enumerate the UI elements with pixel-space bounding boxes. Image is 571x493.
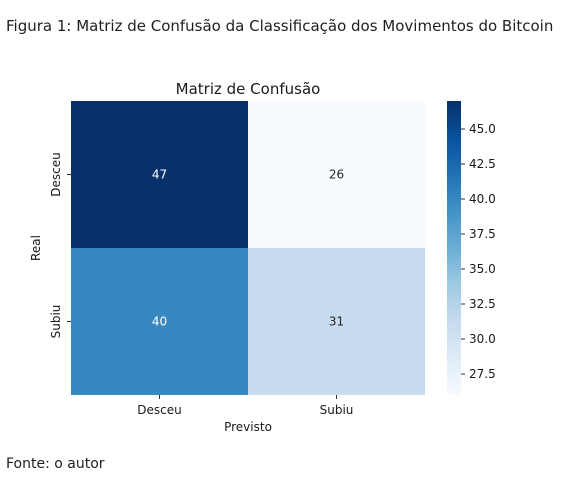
colorbar-tick-label: 42.5	[469, 157, 496, 171]
y-tick-label: Subiu	[49, 305, 63, 339]
figure-caption: Figura 1: Matriz de Confusão da Classifi…	[6, 17, 554, 35]
colorbar-tick-label: 40.0	[469, 192, 496, 206]
x-tick-label: Subiu	[320, 403, 354, 417]
cell-value-label: 40	[152, 315, 167, 329]
colorbar	[447, 101, 461, 395]
heatmap-cell-0-1	[248, 101, 425, 248]
colorbar-tick-label: 37.5	[469, 227, 496, 241]
cell-value-label: 31	[329, 315, 344, 329]
y-axis-label: Real	[29, 235, 43, 261]
heatmap-cell-0-0	[71, 101, 248, 248]
colorbar-tick-label: 35.0	[469, 262, 496, 276]
heatmap-cell-1-1	[248, 248, 425, 395]
heatmap-cells: 47 26 40 31	[71, 101, 425, 395]
cell-value-label: 26	[329, 168, 344, 182]
x-axis: Desceu Subiu	[137, 395, 353, 417]
x-axis-label: Previsto	[224, 420, 272, 434]
chart-title: Matriz de Confusão	[176, 80, 321, 98]
colorbar-tick-label: 45.0	[469, 122, 496, 136]
x-tick-label: Desceu	[137, 403, 181, 417]
colorbar-tick-label: 30.0	[469, 332, 496, 346]
cell-value-label: 47	[152, 168, 167, 182]
y-tick-label: Desceu	[49, 152, 63, 196]
colorbar-tick-label: 27.5	[469, 367, 496, 381]
heatmap-cell-1-0	[71, 248, 248, 395]
figure-source: Fonte: o autor	[6, 456, 105, 472]
colorbar-tick-label: 32.5	[469, 297, 496, 311]
colorbar-ticks: 27.5 30.0 32.5 35.0 37.5 40.0 42.5 45.0	[461, 122, 496, 381]
y-axis: Desceu Subiu	[49, 152, 71, 338]
